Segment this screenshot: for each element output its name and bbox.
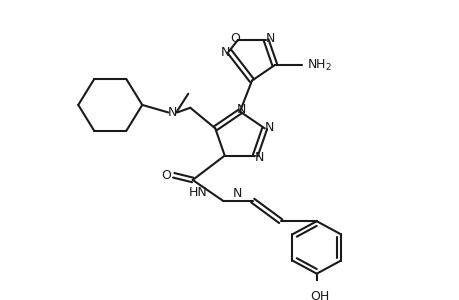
Text: NH$_2$: NH$_2$ (306, 58, 331, 73)
Text: N: N (254, 151, 263, 164)
Text: N: N (233, 187, 242, 200)
Text: O: O (161, 169, 170, 182)
Text: N: N (167, 106, 177, 119)
Text: HN: HN (188, 186, 207, 199)
Text: N: N (265, 32, 274, 46)
Text: N: N (264, 121, 274, 134)
Text: N: N (236, 103, 245, 116)
Text: N: N (220, 46, 230, 59)
Text: OH: OH (309, 290, 329, 300)
Text: O: O (230, 32, 239, 46)
